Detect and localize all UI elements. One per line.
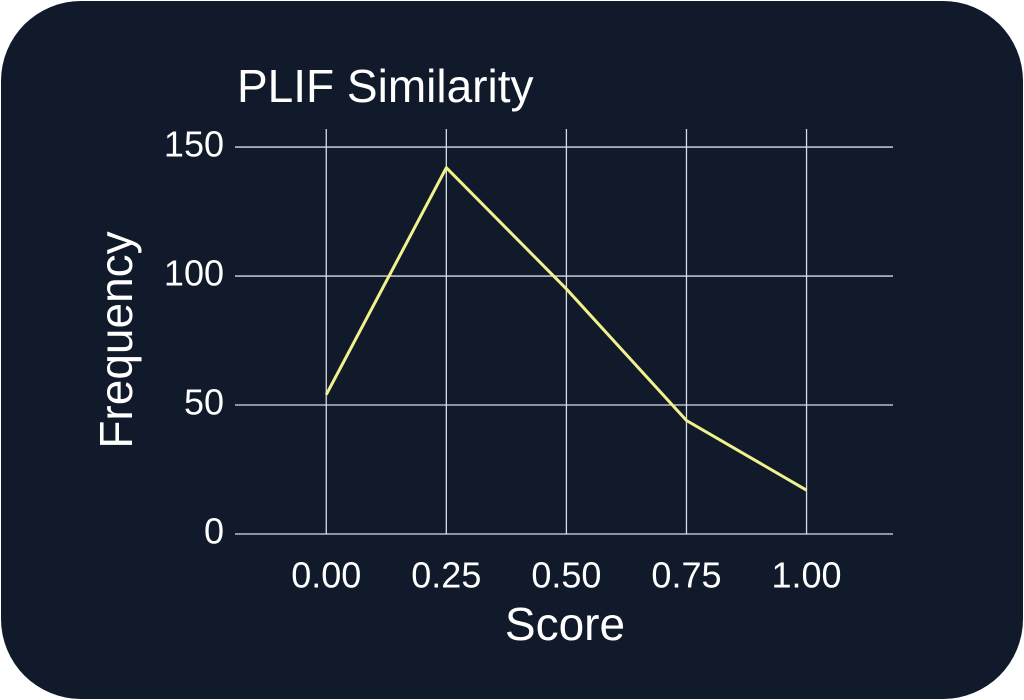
- y-tick-label: 0: [204, 511, 224, 552]
- x-axis-label: Score: [505, 598, 625, 650]
- y-tick-label: 150: [164, 124, 224, 165]
- y-axis-label: Frequency: [90, 231, 142, 448]
- x-tick-label: 0.00: [291, 555, 361, 596]
- x-tick-label: 1.00: [772, 555, 842, 596]
- y-tick-label: 50: [184, 382, 224, 423]
- x-tick-label: 0.75: [651, 555, 721, 596]
- x-tick-label: 0.25: [411, 555, 481, 596]
- data-line: [324, 166, 808, 492]
- y-tick-label: 100: [164, 253, 224, 294]
- chart-title: PLIF Similarity: [237, 60, 533, 112]
- x-tick-label: 0.50: [531, 555, 601, 596]
